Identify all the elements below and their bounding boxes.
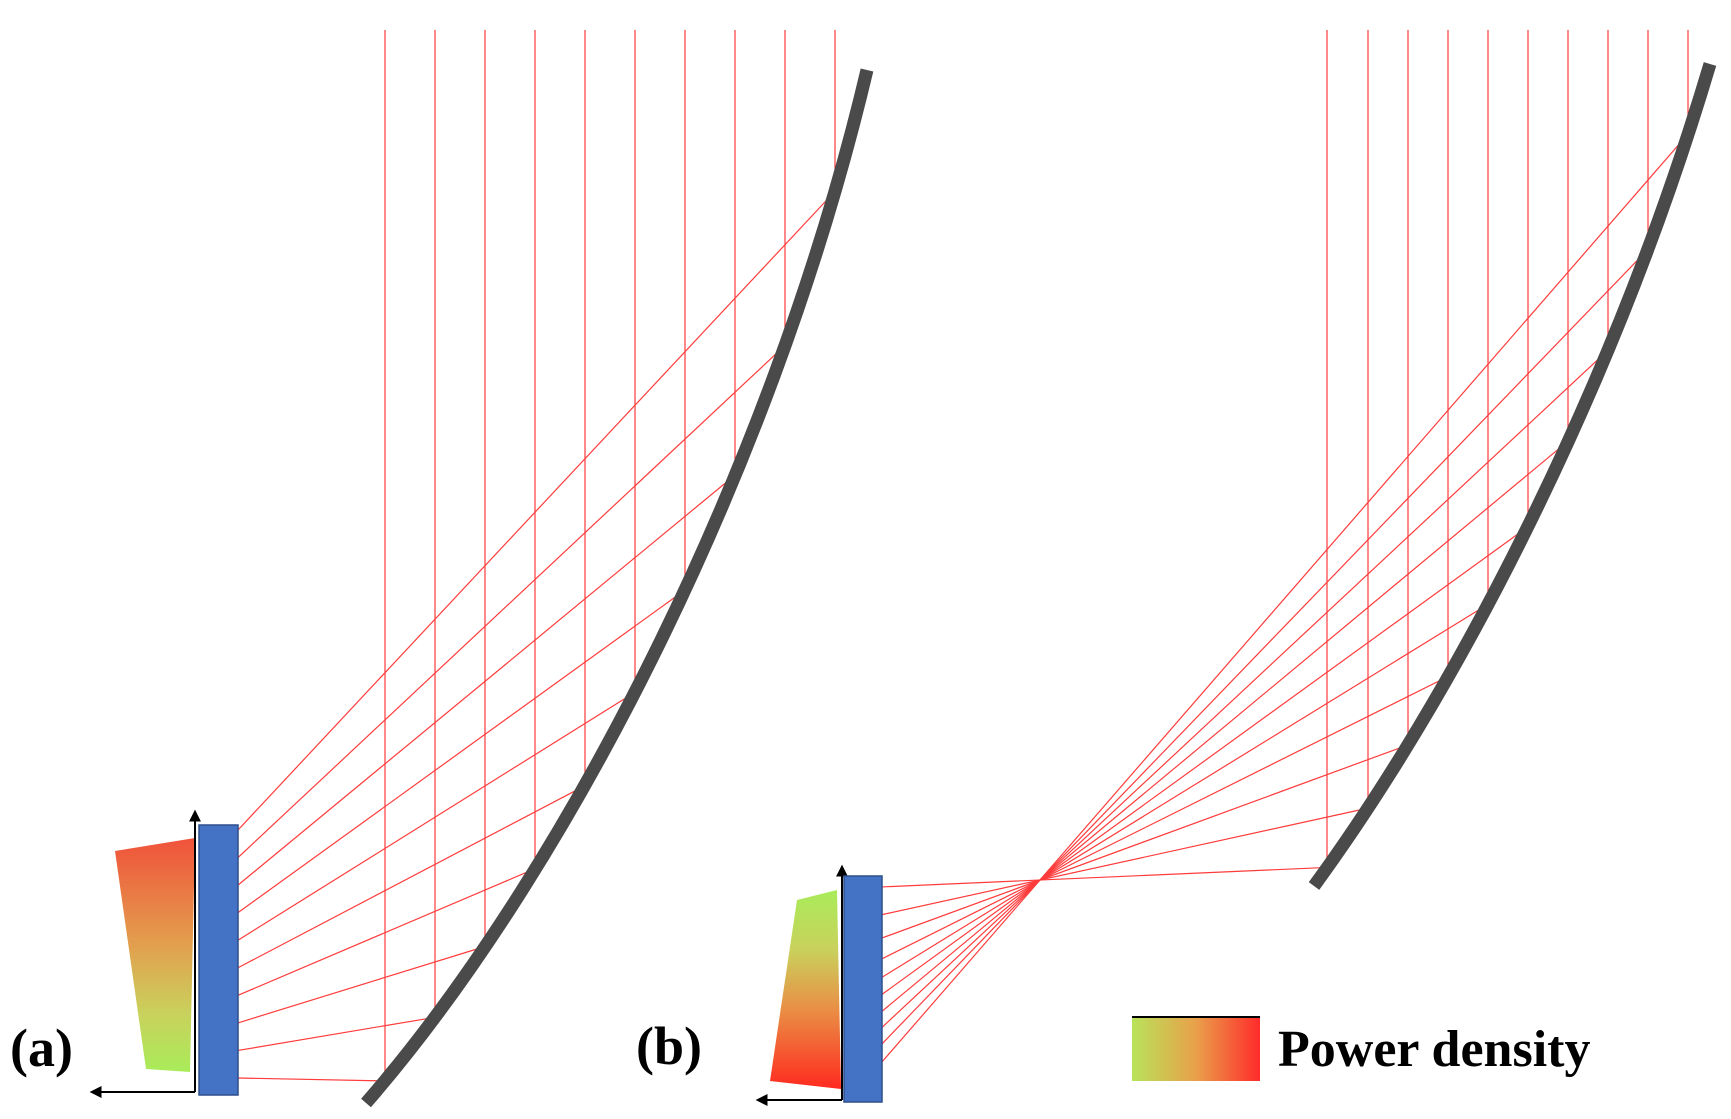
legend-label: Power density bbox=[1278, 1021, 1590, 1078]
reflected-ray-b bbox=[881, 133, 1689, 1063]
reflected-ray-b bbox=[881, 807, 1369, 916]
receiver-b bbox=[843, 875, 883, 1103]
reflected-ray-a bbox=[237, 945, 486, 1024]
reflected-ray-b bbox=[881, 675, 1449, 960]
flux-profile-a bbox=[115, 838, 195, 1072]
reflected-ray-b bbox=[881, 603, 1489, 978]
legend: Power density bbox=[1132, 1016, 1590, 1081]
reflected-ray-a bbox=[237, 345, 786, 858]
reflected-ray-a bbox=[237, 589, 686, 914]
panel-b: (b) bbox=[636, 30, 1717, 1106]
rays-a bbox=[237, 30, 836, 1082]
mirror-b bbox=[1308, 62, 1717, 890]
reflected-ray-b bbox=[881, 526, 1529, 995]
reflected-ray-b bbox=[881, 349, 1609, 1028]
reflected-ray-a bbox=[237, 691, 636, 941]
reflected-ray-a bbox=[237, 785, 586, 969]
reflected-ray-b bbox=[881, 440, 1569, 1012]
rays-b bbox=[881, 30, 1689, 1063]
reflected-ray-a bbox=[237, 190, 836, 831]
mirror-a bbox=[361, 68, 874, 1108]
panel-label-b: (b) bbox=[636, 1016, 702, 1076]
reflected-ray-b bbox=[881, 866, 1328, 888]
reflected-ray-b bbox=[881, 248, 1649, 1045]
reflected-ray-a bbox=[237, 1077, 386, 1082]
legend-gradient-swatch bbox=[1132, 1016, 1260, 1081]
flux-profile-b bbox=[770, 890, 841, 1089]
reflected-ray-b bbox=[881, 744, 1409, 939]
panel-a: (a) bbox=[10, 30, 874, 1108]
reflected-ray-a bbox=[237, 868, 536, 996]
receiver-a bbox=[198, 824, 239, 1096]
panel-label-a: (a) bbox=[10, 1018, 73, 1078]
reflected-ray-a bbox=[237, 1016, 436, 1052]
reflected-ray-a bbox=[237, 474, 736, 886]
